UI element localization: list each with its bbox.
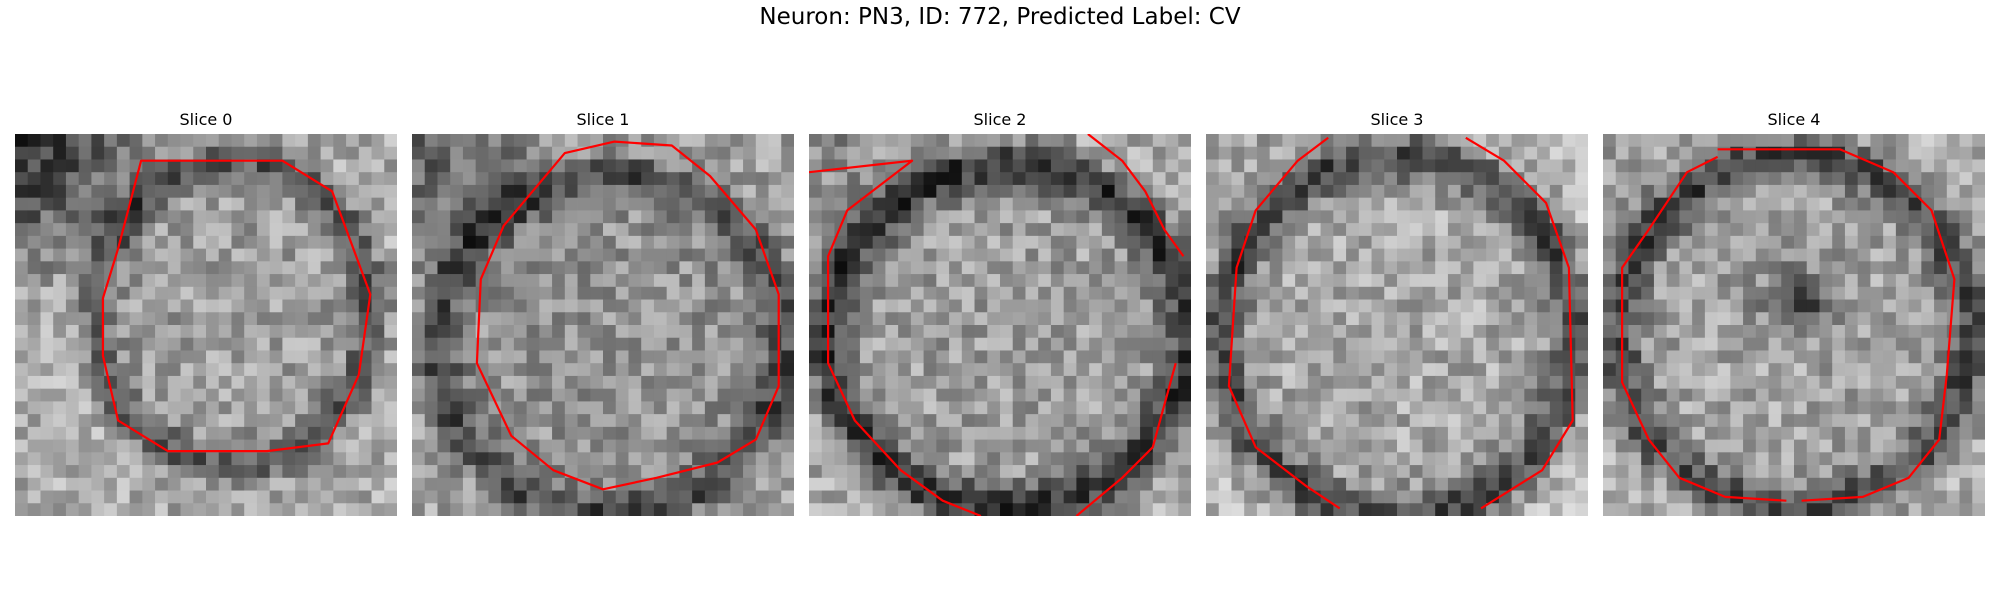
- pixel-grid: [809, 134, 1191, 516]
- pixel-grid: [1603, 134, 1985, 516]
- slice-image-1: [412, 134, 794, 516]
- slice-title-2: Slice 2: [973, 110, 1027, 129]
- segmentation-contour: [1087, 134, 1185, 257]
- slice-panel-1: Slice 1: [412, 107, 794, 516]
- segmentation-contour: [1717, 148, 1956, 502]
- slice-panel-3: Slice 3: [1206, 107, 1588, 516]
- slice-title-4: Slice 4: [1767, 110, 1821, 129]
- slice-image-2: [809, 134, 1191, 516]
- slice-image-4: [1603, 134, 1985, 516]
- segmentation-contour: [1227, 136, 1341, 510]
- slice-title-0: Slice 0: [179, 110, 233, 129]
- slice-image-0: [15, 134, 397, 516]
- segmentation-contour: [475, 140, 780, 491]
- figure-title: Neuron: PN3, ID: 772, Predicted Label: C…: [759, 4, 1241, 30]
- slice-image-3: [1206, 134, 1588, 516]
- pixel-grid: [1206, 134, 1588, 516]
- segmentation-contour: [1465, 136, 1574, 510]
- pixel-grid: [15, 134, 397, 516]
- segmentation-contour: [101, 159, 372, 453]
- slice-panel-4: Slice 4: [1603, 107, 1985, 516]
- segmentation-contour: [1621, 155, 1787, 502]
- slice-panel-2: Slice 2: [809, 107, 1191, 516]
- slice-title-1: Slice 1: [576, 110, 630, 129]
- segmentation-contour: [809, 159, 982, 516]
- slice-title-3: Slice 3: [1370, 110, 1424, 129]
- pixel-grid: [412, 134, 794, 516]
- segmentation-contour: [1075, 362, 1177, 516]
- slice-panel-0: Slice 0: [15, 107, 397, 516]
